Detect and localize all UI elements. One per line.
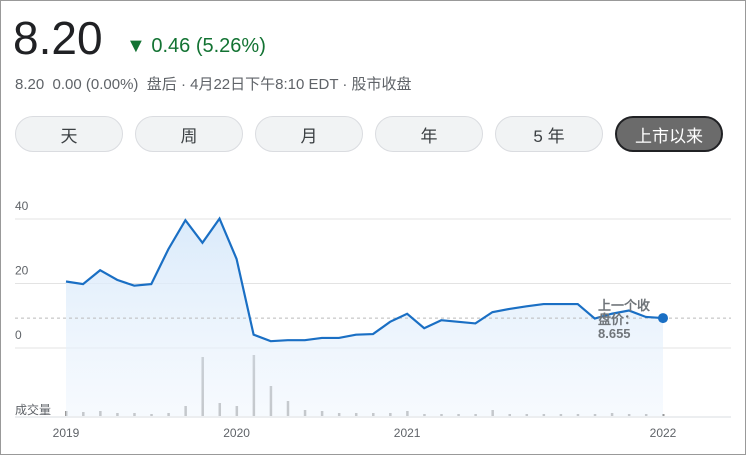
- range-tab[interactable]: 年: [375, 116, 483, 152]
- after-change: 0.00 (0.00%): [52, 76, 139, 93]
- x-tick-label: 2021: [394, 426, 421, 440]
- volume-bar: [662, 414, 665, 416]
- change-value: 0.46 (5.26%): [151, 35, 266, 57]
- previous-close-value: 8.655: [598, 326, 631, 341]
- range-tab[interactable]: 5 年: [495, 116, 603, 152]
- after-hours: 8.20 0.00 (0.00%) 盘后 · 4月22日下午8:10 EDT ·…: [15, 73, 412, 94]
- price-line: [65, 216, 664, 343]
- y-tick-label: 0: [15, 328, 22, 342]
- range-tab[interactable]: 周: [135, 116, 243, 152]
- area: [66, 218, 663, 416]
- price: 8.20: [13, 12, 103, 64]
- x-tick-label: 2020: [223, 426, 250, 440]
- x-tick-label: 2019: [53, 426, 80, 440]
- price-change: ▼ 0.46 (5.26%): [126, 35, 266, 58]
- y-tick-label: 40: [15, 199, 29, 213]
- volume-label: 成交量: [15, 402, 51, 417]
- x-tick-label: 2022: [650, 426, 677, 440]
- previous-close: 上一个收盘价： 8.655: [598, 299, 660, 341]
- down-arrow: ▼: [126, 35, 152, 57]
- y-tick-label: 20: [15, 264, 29, 278]
- last-point: [658, 313, 668, 324]
- range-tab[interactable]: 上市以来: [615, 116, 723, 152]
- market-status: 盘后 · 4月22日下午8:10 EDT · 股市收盘: [146, 76, 412, 93]
- after-price: 8.20: [15, 76, 45, 93]
- range-tab[interactable]: 天: [15, 116, 123, 152]
- previous-close-label: 上一个收盘价：: [598, 298, 651, 327]
- range-tab[interactable]: 月: [255, 116, 363, 152]
